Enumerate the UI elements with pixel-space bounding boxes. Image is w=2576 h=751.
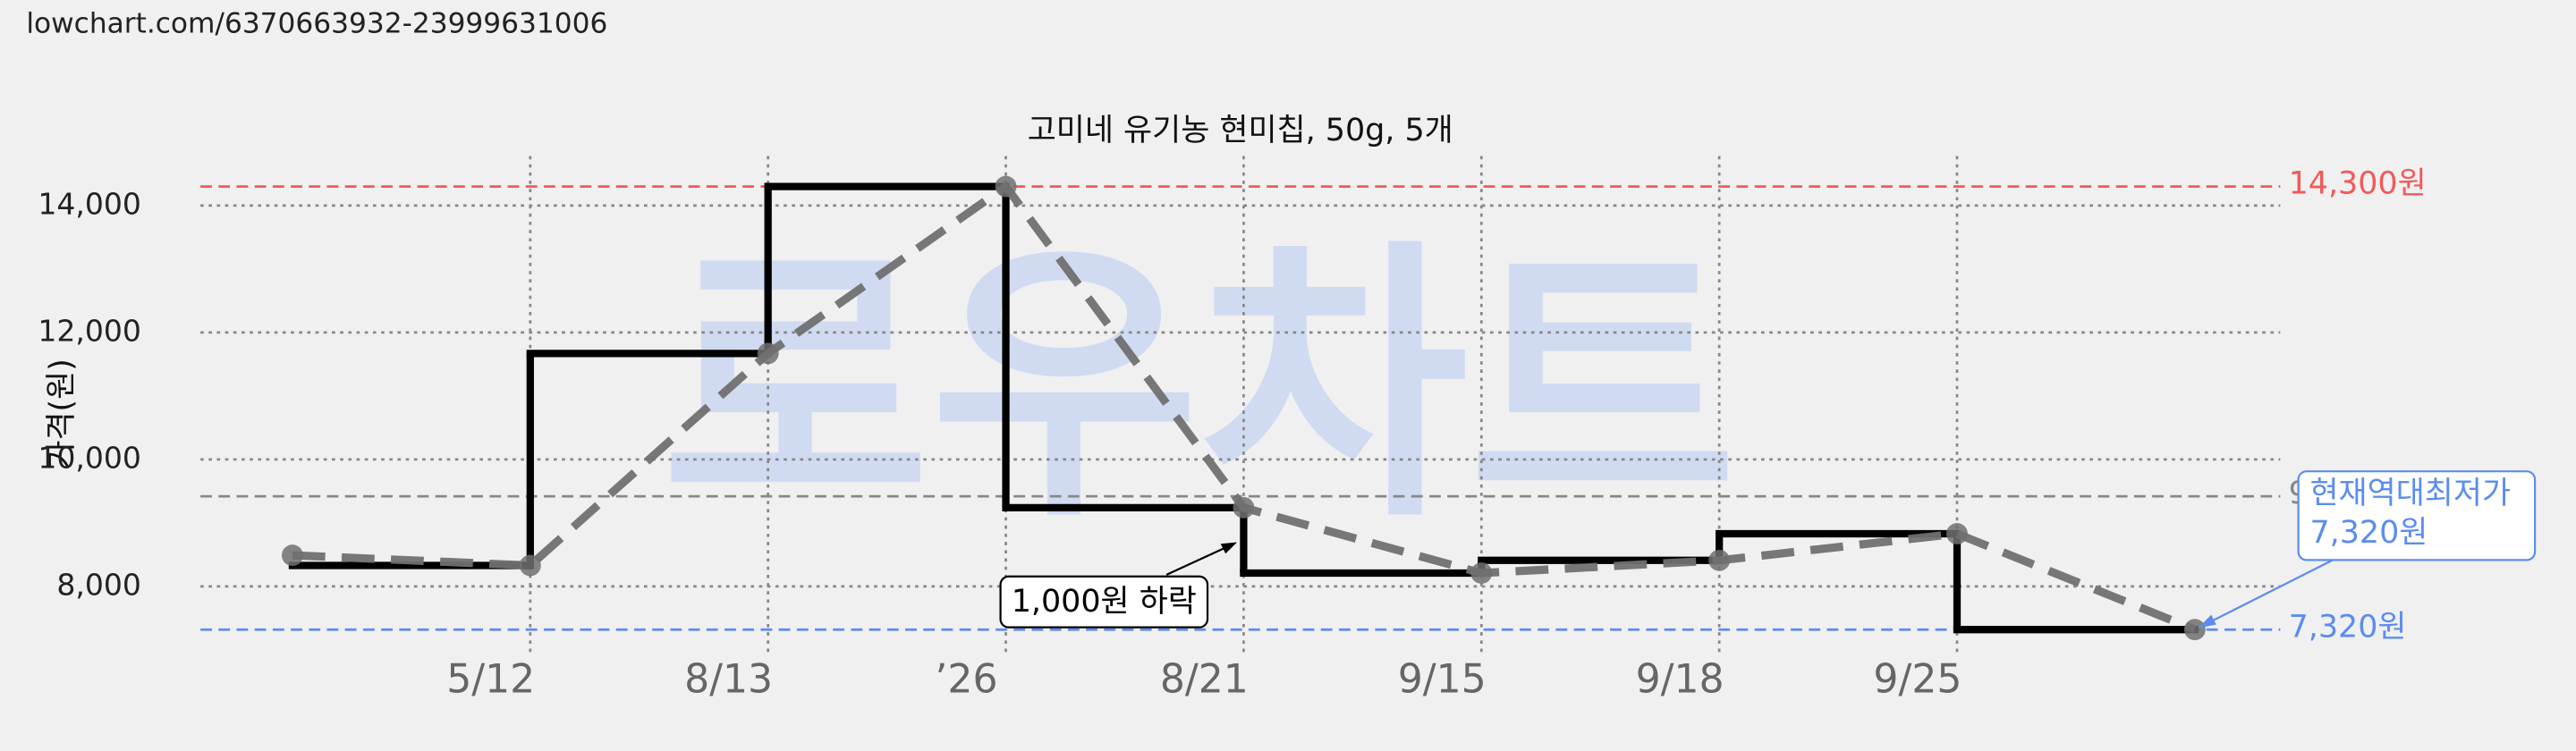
annotation-text: 현재역대최저가 bbox=[2309, 476, 2511, 511]
annotation-arrow bbox=[1165, 543, 1234, 576]
annotation-box bbox=[2297, 470, 2537, 561]
x-tick-label: 5/12 bbox=[446, 656, 535, 702]
x-tick-label: 9/18 bbox=[1636, 656, 1724, 702]
price-point bbox=[519, 554, 541, 577]
x-tick-label: 8/13 bbox=[684, 656, 773, 702]
y-tick-label: 14,000 bbox=[38, 186, 141, 221]
annotation-box bbox=[999, 575, 1209, 629]
x-tick-label: 8/21 bbox=[1160, 656, 1249, 702]
y-tick-label: 10,000 bbox=[38, 440, 141, 475]
price-point bbox=[995, 175, 1017, 198]
watermark: 로우차트 bbox=[661, 217, 1737, 557]
price-point bbox=[2183, 619, 2206, 641]
y-tick-label: 8,000 bbox=[56, 567, 141, 602]
annotation-arrow bbox=[2200, 559, 2334, 628]
x-tick-label: ’26 bbox=[935, 656, 997, 702]
url: lowchart.com/6370663932-23999631006 bbox=[26, 8, 607, 40]
arrow-head bbox=[2198, 614, 2216, 629]
x-tick-label: 9/25 bbox=[1873, 656, 1962, 702]
price-point bbox=[1708, 549, 1731, 571]
chart-title: 고미네 유기농 현미칩, 50g, 5개 bbox=[1028, 113, 1453, 148]
y-axis-label: 가격(원) bbox=[44, 359, 80, 468]
price-point bbox=[282, 544, 303, 567]
reference-label: 14,300원 bbox=[2289, 166, 2427, 202]
annotation-text: 1,000원 하락 bbox=[1012, 584, 1197, 620]
arrow-head bbox=[1220, 542, 1238, 554]
price-point bbox=[1470, 562, 1493, 584]
price-point bbox=[1946, 523, 1968, 544]
price-point bbox=[1233, 496, 1255, 519]
price-point bbox=[757, 342, 779, 365]
reference-label: 7,320원 bbox=[2289, 609, 2407, 645]
annotation-text: 7,320원 bbox=[2309, 515, 2428, 551]
x-tick-label: 9/15 bbox=[1398, 656, 1487, 702]
y-tick-label: 12,000 bbox=[38, 313, 141, 348]
